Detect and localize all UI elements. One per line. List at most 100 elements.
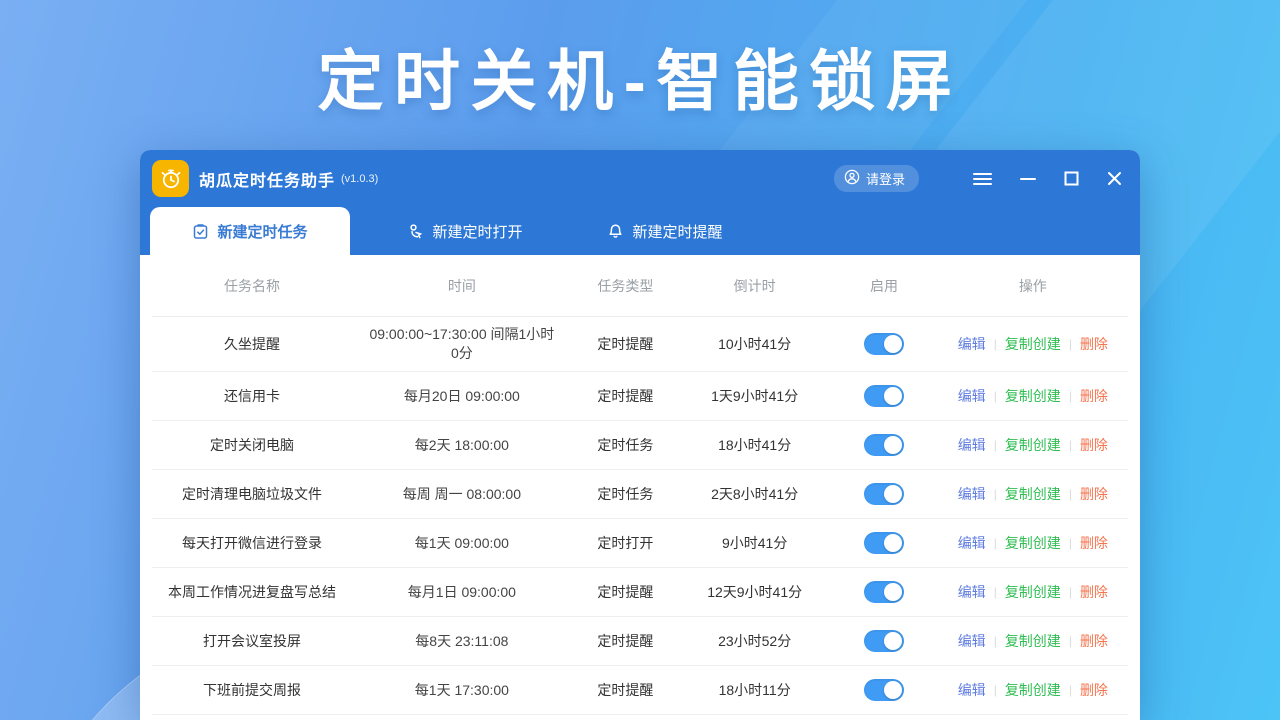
action-separator: |	[1068, 337, 1072, 351]
cell-actions: 编辑 | 复制创建 | 删除	[938, 582, 1128, 602]
minimize-icon[interactable]	[1020, 172, 1036, 186]
enable-toggle[interactable]	[863, 385, 904, 407]
tab-new-timer-task[interactable]: 新建定时任务	[150, 207, 350, 255]
copy-create-link[interactable]: 复制创建	[1004, 437, 1061, 453]
copy-create-link[interactable]: 复制创建	[1004, 336, 1061, 352]
cell-countdown: 18小时11分	[718, 682, 791, 698]
clipboard-check-icon	[192, 223, 209, 240]
enable-toggle[interactable]	[863, 679, 904, 701]
cell-time: 每月1日 09:00:00	[407, 583, 516, 600]
tab-new-timer-reminder[interactable]: 新建定时提醒	[570, 207, 760, 255]
copy-create-link[interactable]: 复制创建	[1004, 486, 1061, 502]
login-label: 请登录	[865, 172, 905, 187]
copy-create-link[interactable]: 复制创建	[1004, 584, 1061, 600]
menu-icon[interactable]	[973, 172, 992, 186]
toggle-knob	[883, 632, 902, 650]
edit-link[interactable]: 编辑	[957, 584, 986, 600]
delete-link[interactable]: 删除	[1079, 535, 1108, 551]
cell-actions: 编辑 | 复制创建 | 删除	[938, 334, 1128, 354]
action-separator: |	[993, 389, 997, 403]
table-row: 定时关闭电脑 每2天 18:00:00 定时任务 18小时41分 编辑 | 复制…	[152, 421, 1128, 470]
cell-enabled	[830, 483, 937, 505]
bell-icon	[607, 223, 624, 240]
copy-create-link[interactable]: 复制创建	[1004, 388, 1061, 404]
header-task-name: 任务名称	[224, 277, 281, 294]
enable-toggle[interactable]	[863, 581, 904, 603]
edit-link[interactable]: 编辑	[957, 486, 986, 502]
copy-create-link[interactable]: 复制创建	[1004, 633, 1061, 649]
header-enabled: 启用	[869, 277, 898, 294]
table-row: 定时清理电脑垃圾文件 每周 周一 08:00:00 定时任务 2天8小时41分 …	[152, 470, 1128, 519]
cell-task-type: 定时任务	[597, 486, 654, 502]
cell-actions: 编辑 | 复制创建 | 删除	[938, 680, 1128, 700]
edit-link[interactable]: 编辑	[957, 437, 986, 453]
delete-link[interactable]: 删除	[1079, 584, 1108, 600]
edit-link[interactable]: 编辑	[957, 682, 986, 698]
cell-actions: 编辑 | 复制创建 | 删除	[938, 386, 1128, 406]
table-body: 久坐提醒 09:00:00~17:30:00 间隔1小时0分 定时提醒 10小时…	[152, 317, 1128, 715]
hero-title: 定时关机-智能锁屏	[317, 44, 963, 118]
edit-link[interactable]: 编辑	[957, 535, 986, 551]
action-separator: |	[993, 337, 997, 351]
delete-link[interactable]: 删除	[1079, 437, 1108, 453]
cell-actions: 编辑 | 复制创建 | 删除	[938, 631, 1128, 651]
toggle-knob	[883, 485, 902, 503]
header-time: 时间	[447, 277, 476, 294]
enable-toggle[interactable]	[863, 532, 904, 554]
tab-label: 新建定时打开	[432, 223, 523, 241]
edit-link[interactable]: 编辑	[957, 388, 986, 404]
cell-task-name: 打开会议室投屏	[203, 633, 302, 649]
edit-link[interactable]: 编辑	[957, 336, 986, 352]
action-separator: |	[993, 536, 997, 550]
action-separator: |	[1068, 585, 1072, 599]
action-separator: |	[1068, 487, 1072, 501]
cell-actions: 编辑 | 复制创建 | 删除	[938, 484, 1128, 504]
cell-task-type: 定时提醒	[597, 682, 654, 698]
cell-enabled	[830, 385, 937, 407]
cell-task-name: 每天打开微信进行登录	[182, 535, 323, 551]
cell-time: 每8天 23:11:08	[415, 632, 509, 649]
app-window: 胡瓜定时任务助手 (v1.0.3) 请登录	[140, 150, 1140, 720]
maximize-icon[interactable]	[1064, 171, 1079, 186]
cell-task-type: 定时打开	[597, 535, 654, 551]
cell-countdown: 23小时52分	[718, 633, 792, 649]
delete-link[interactable]: 删除	[1079, 486, 1108, 502]
cell-time: 每月20日 09:00:00	[403, 387, 520, 404]
copy-create-link[interactable]: 复制创建	[1004, 682, 1061, 698]
header-countdown: 倒计时	[733, 277, 776, 294]
action-separator: |	[993, 487, 997, 501]
edit-link[interactable]: 编辑	[957, 633, 986, 649]
enable-toggle[interactable]	[863, 630, 904, 652]
delete-link[interactable]: 删除	[1079, 388, 1108, 404]
toggle-knob	[883, 681, 902, 699]
cell-task-type: 定时提醒	[597, 584, 654, 600]
cell-countdown: 2天8小时41分	[711, 486, 799, 502]
delete-link[interactable]: 删除	[1079, 682, 1108, 698]
open-pointer-icon	[407, 223, 424, 240]
enable-toggle[interactable]	[863, 333, 904, 355]
cell-enabled	[830, 434, 937, 456]
cell-task-type: 定时任务	[597, 437, 654, 453]
cell-time: 每1天 17:30:00	[414, 681, 509, 698]
tab-new-timer-open[interactable]: 新建定时打开	[370, 207, 560, 255]
enable-toggle[interactable]	[863, 483, 904, 505]
cell-task-name: 定时清理电脑垃圾文件	[182, 486, 323, 502]
delete-link[interactable]: 删除	[1079, 336, 1108, 352]
toggle-knob	[883, 583, 902, 601]
toggle-knob	[883, 387, 902, 405]
toggle-knob	[883, 534, 902, 552]
cell-task-type: 定时提醒	[597, 336, 654, 352]
table-row: 本周工作情况进复盘写总结 每月1日 09:00:00 定时提醒 12天9小时41…	[152, 568, 1128, 617]
cell-countdown: 1天9小时41分	[711, 388, 799, 404]
table-row: 还信用卡 每月20日 09:00:00 定时提醒 1天9小时41分 编辑 | 复…	[152, 372, 1128, 421]
copy-create-link[interactable]: 复制创建	[1004, 535, 1061, 551]
login-button[interactable]: 请登录	[833, 165, 919, 192]
cell-countdown: 10小时41分	[718, 336, 792, 352]
action-separator: |	[1068, 536, 1072, 550]
app-title: 胡瓜定时任务助手	[199, 172, 336, 190]
app-version: (v1.0.3)	[341, 172, 379, 185]
enable-toggle[interactable]	[863, 434, 904, 456]
close-icon[interactable]	[1107, 171, 1122, 186]
delete-link[interactable]: 删除	[1079, 633, 1108, 649]
cell-countdown: 18小时41分	[718, 437, 792, 453]
